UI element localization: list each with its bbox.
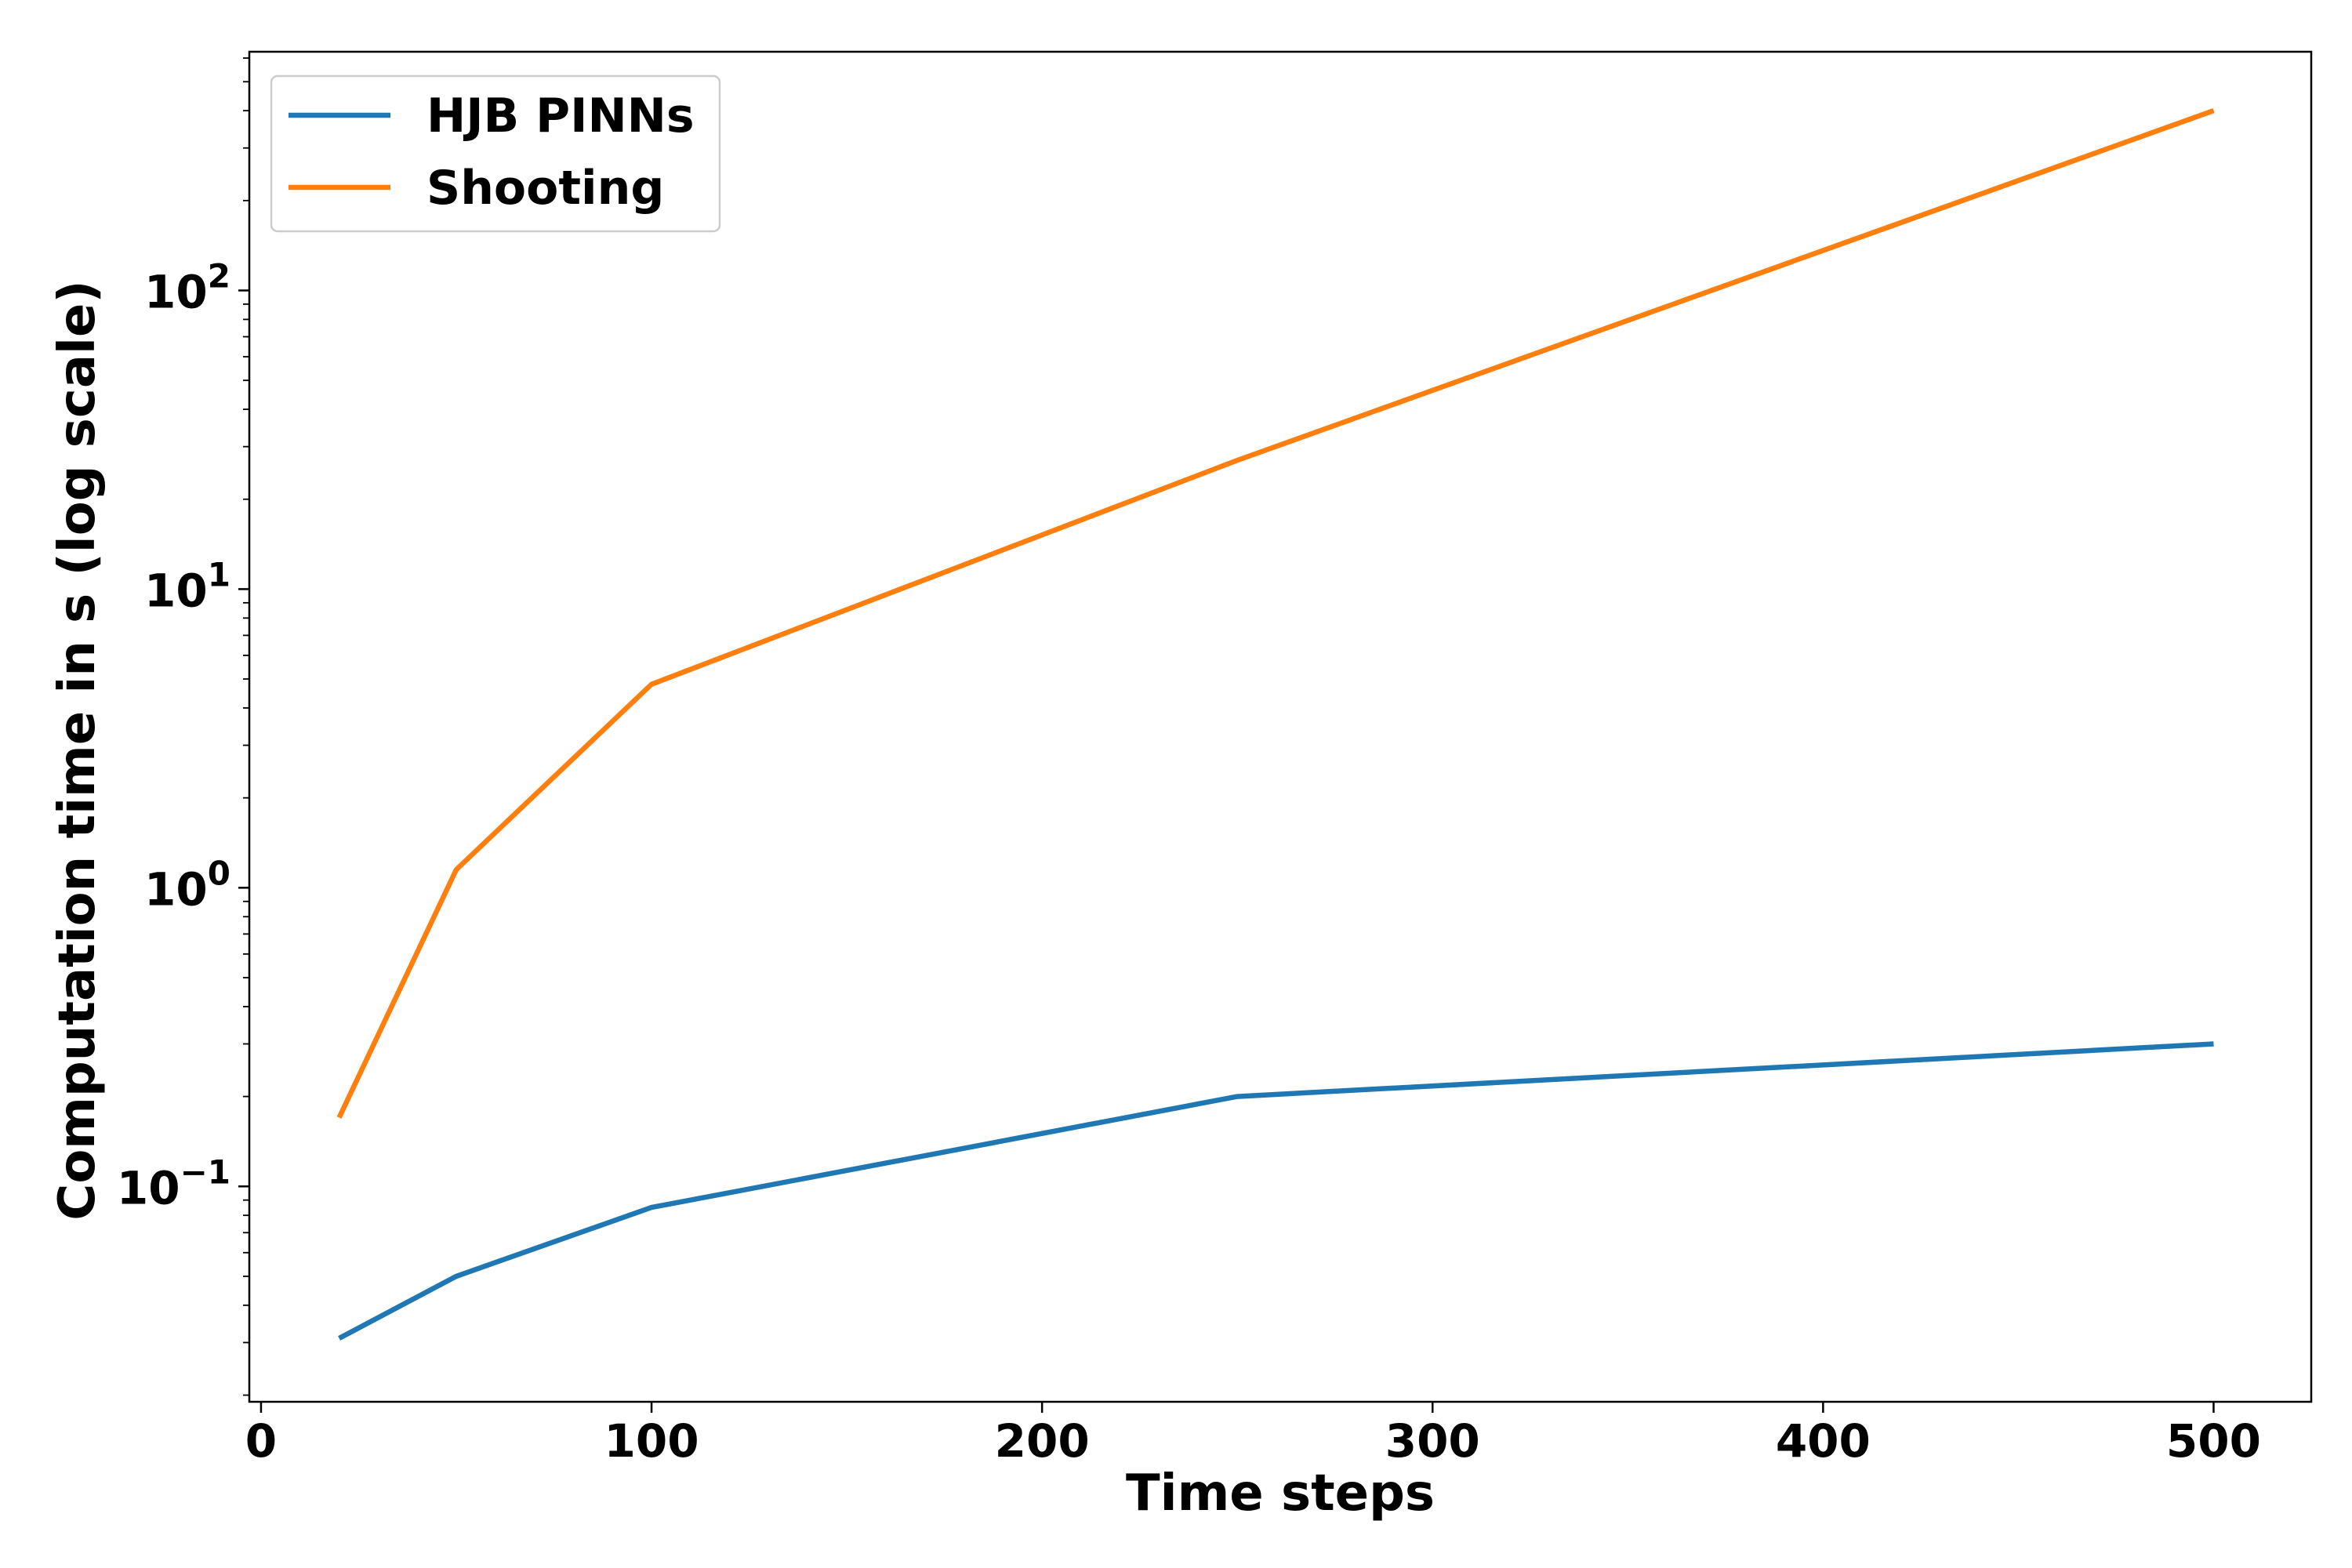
y-minor-ticks bbox=[243, 57, 249, 1396]
x-tick-label-0: 0 bbox=[245, 1414, 277, 1468]
legend-label-0: HJB PINNs bbox=[426, 89, 695, 143]
x-tick-label-1: 100 bbox=[604, 1414, 699, 1468]
x-tick-label-3: 300 bbox=[1385, 1414, 1480, 1468]
y-axis-label: Computation time in s (log scale) bbox=[49, 280, 107, 1220]
y-tick-label-3: 102 bbox=[144, 256, 230, 318]
y-tick-label-0: 10−1 bbox=[117, 1152, 230, 1214]
plot-frame bbox=[248, 50, 2313, 1403]
x-tick-label-2: 200 bbox=[995, 1414, 1090, 1468]
legend-label-1: Shooting bbox=[426, 161, 664, 216]
x-tick-label-5: 500 bbox=[2166, 1414, 2261, 1468]
x-axis-ticks: 0 100 200 300 400 500 bbox=[245, 1402, 2261, 1468]
series-line-1 bbox=[336, 108, 2215, 1119]
x-axis-label: Time steps bbox=[1126, 1465, 1435, 1523]
y-tick-label-1: 100 bbox=[144, 854, 230, 916]
series-layer bbox=[336, 108, 2215, 1341]
x-tick-label-4: 400 bbox=[1776, 1414, 1871, 1468]
y-tick-label-2: 101 bbox=[144, 555, 230, 617]
y-axis-ticks: 10−1 100 101 102 bbox=[117, 57, 249, 1396]
series-line-0 bbox=[338, 1041, 2214, 1341]
legend: HJB PINNs Shooting bbox=[270, 74, 721, 233]
